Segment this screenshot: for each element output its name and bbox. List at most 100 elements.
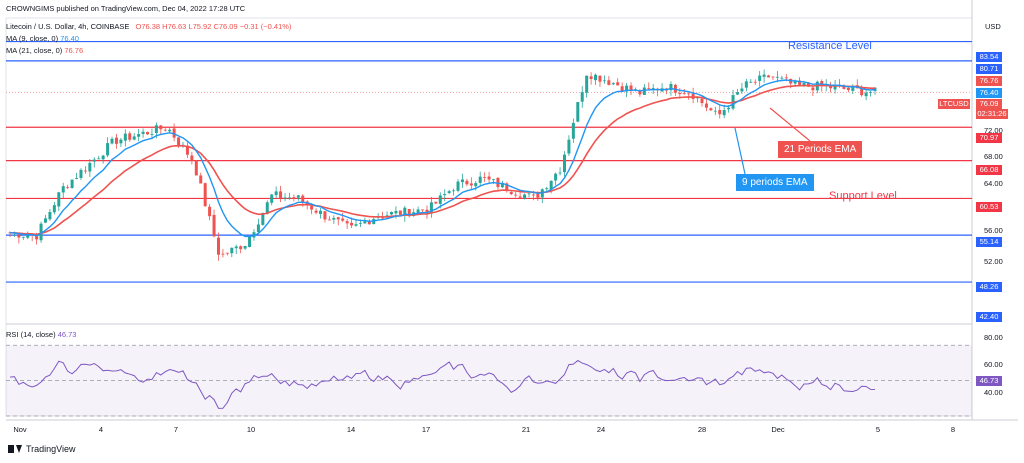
- ma9-legend[interactable]: MA (9, close, 0) 76.40: [6, 34, 79, 43]
- candle-body: [735, 92, 739, 95]
- x-tick-8: 8: [950, 425, 956, 434]
- resistance-label: Resistance Level: [788, 40, 872, 52]
- candle-body: [571, 122, 575, 139]
- candle-body: [425, 209, 429, 214]
- candle-body: [168, 129, 172, 132]
- candle-body: [576, 102, 580, 122]
- candle-body: [296, 195, 300, 198]
- tradingview-footer[interactable]: TradingView: [8, 444, 76, 454]
- candle-body: [798, 80, 802, 85]
- candle-body: [842, 85, 846, 89]
- ma9-label: MA (9, close, 0): [6, 34, 59, 43]
- candle-body: [518, 196, 522, 198]
- candle-body: [589, 76, 593, 80]
- rsi-legend[interactable]: RSI (14, close) 46.73: [6, 330, 76, 339]
- candle-body: [620, 86, 624, 92]
- candle-body: [212, 214, 216, 237]
- candle-body: [784, 77, 788, 79]
- x-tick-14: 14: [346, 425, 356, 434]
- candle-body: [323, 211, 327, 220]
- candle-body: [523, 194, 527, 199]
- candle-body: [616, 82, 620, 86]
- candle-body: [682, 93, 686, 95]
- ltc-symbol-tag: LTCUSD: [938, 99, 970, 109]
- candle-body: [567, 139, 571, 154]
- candle-body: [75, 178, 79, 179]
- rsi-label: RSI (14, close): [6, 330, 56, 339]
- x-tick-dec: Dec: [771, 425, 785, 434]
- x-tick-17: 17: [421, 425, 431, 434]
- candle-body: [585, 75, 589, 93]
- candle-body: [696, 97, 700, 99]
- candle-body: [119, 139, 123, 144]
- x-tick-10: 10: [246, 425, 256, 434]
- candle-body: [753, 81, 757, 83]
- candle-body: [833, 85, 837, 90]
- candle-body: [811, 87, 815, 91]
- candle-body: [727, 107, 731, 110]
- candle-body: [820, 81, 824, 86]
- ema9-line: [10, 79, 876, 238]
- candle-body: [274, 191, 278, 196]
- candle-body: [775, 76, 779, 78]
- x-tick-7: 7: [173, 425, 179, 434]
- candle-body: [283, 197, 287, 199]
- candle-body: [17, 233, 21, 238]
- candle-body: [416, 209, 420, 213]
- candle-body: [239, 246, 243, 250]
- rsi-tick-40: 40.00: [984, 388, 1003, 397]
- ema21-pointer: [769, 107, 811, 142]
- candle-body: [496, 177, 500, 188]
- tag-42-40: 42.40: [976, 312, 1002, 322]
- tag-48-26: 48.26: [976, 282, 1002, 292]
- rsi-tick-80: 80.00: [984, 333, 1003, 342]
- candle-body: [225, 252, 229, 254]
- candle-body: [146, 132, 150, 135]
- candle-body: [536, 193, 540, 198]
- rsi-value-tag: 46.73: [976, 376, 1002, 386]
- candle-body: [700, 98, 704, 104]
- candle-body: [52, 205, 56, 213]
- tag-last-price: 76.09: [976, 99, 1002, 109]
- candle-body: [678, 92, 682, 95]
- candle-body: [203, 183, 207, 207]
- candle-body: [66, 187, 70, 189]
- candle-body: [487, 176, 491, 180]
- candle-body: [332, 217, 336, 220]
- ma9-value: 76.40: [60, 34, 79, 43]
- candle-body: [744, 81, 748, 88]
- candle-body: [758, 75, 762, 81]
- candle-body: [492, 179, 496, 181]
- candle-body: [367, 221, 371, 225]
- candle-body: [101, 155, 105, 160]
- candle-body: [265, 202, 269, 214]
- candle-body: [128, 133, 132, 140]
- candle-body: [177, 137, 181, 146]
- candle-body: [310, 206, 314, 210]
- candle-body: [483, 177, 487, 178]
- candle-body: [793, 81, 797, 84]
- price-tick-68: 68.00: [984, 152, 1003, 161]
- x-tick-21: 21: [521, 425, 531, 434]
- candle-body: [554, 173, 558, 181]
- candle-body: [336, 217, 340, 220]
- candle-body: [709, 108, 713, 111]
- ohlc-values: O76.38 H76.63 L75.92 C76.09 −0.31 (−0.41…: [135, 22, 292, 31]
- candle-body: [39, 223, 43, 241]
- candle-body: [35, 235, 39, 240]
- x-tick-4: 4: [98, 425, 104, 434]
- candle-body: [762, 74, 766, 77]
- candle-body: [123, 133, 127, 141]
- candle-body: [114, 137, 118, 144]
- candle-body: [531, 194, 535, 196]
- candle-body: [767, 75, 771, 78]
- candle-body: [851, 86, 855, 91]
- candle-body: [106, 143, 110, 156]
- tradingview-logo-icon: [8, 445, 22, 453]
- candle-body: [363, 221, 367, 224]
- ma21-legend[interactable]: MA (21, close, 0) 76.76: [6, 46, 83, 55]
- candle-body: [545, 188, 549, 190]
- candle-body: [279, 191, 283, 198]
- candle-body: [248, 236, 252, 248]
